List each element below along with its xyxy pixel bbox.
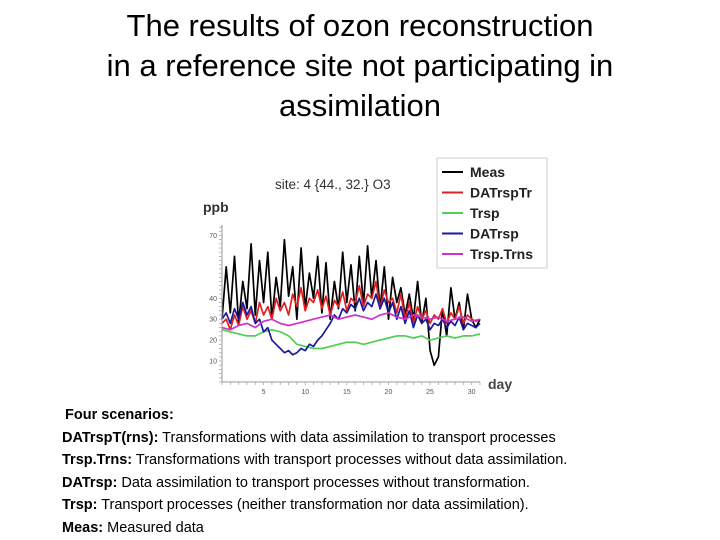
scenario-description: Four scenarios: DATrspT(rns): Transforma… (62, 404, 702, 539)
ozone-line-chart: 5 10 15 20 25 30 10 20 30 40 70 site: 4 {44., 32.}… (203, 157, 548, 396)
series-line-trsp-trns (221, 312, 481, 331)
title-line-3: assimilation (279, 88, 441, 123)
description-item: Trsp: Transport processes (neither trans… (62, 494, 702, 517)
description-term: Trsp.Trns: (62, 452, 133, 468)
description-item: DATrsp: Data assimilation to transport p… (62, 472, 702, 495)
description-text: Data assimilation to transport processes… (117, 474, 530, 491)
description-item: Meas: Measured data (62, 517, 702, 540)
series-line-datrsp (221, 293, 481, 356)
chart-title: site: 4 {44., 32.} O3 (275, 177, 391, 192)
x-tick-label: 15 (343, 389, 351, 396)
title-line-2: in a reference site not participating in (106, 48, 614, 83)
description-term: Meas: (62, 519, 104, 536)
description-term: DATrsp: (62, 474, 118, 491)
axes: 5 10 15 20 25 30 10 20 30 40 70 (209, 225, 481, 396)
x-tick-label: 10 (301, 389, 309, 396)
legend-entry-label: DATrspTr (470, 185, 533, 201)
description-text: Transformations with transport processes… (132, 452, 568, 468)
y-axis-label: ppb (203, 199, 229, 215)
legend-entry-label: Trsp.Trns (470, 246, 533, 262)
legend-entry-label: Meas (470, 164, 505, 180)
title-line-1: The results of ozon reconstruction (126, 8, 594, 43)
description-text: Transport processes (neither transformat… (97, 497, 529, 513)
y-tick-label: 10 (209, 359, 217, 366)
y-tick-label: 20 (209, 338, 217, 345)
description-heading: Four scenarios: (65, 407, 174, 423)
y-tick-label: 70 (209, 233, 217, 240)
series-line-meas (221, 238, 481, 367)
x-tick-label: 25 (426, 389, 434, 396)
description-item: Trsp.Trns: Transformations with transpor… (62, 449, 702, 472)
x-axis-label: day (488, 376, 512, 392)
slide-title: The results of ozon reconstruction in a … (40, 6, 680, 126)
description-item: DATrspT(rns): Transformations with data … (62, 427, 702, 450)
description-text: Measured data (103, 519, 204, 536)
x-tick-label: 5 (262, 389, 266, 396)
x-tick-label: 30 (468, 389, 476, 396)
legend-entry-label: DATrsp (470, 226, 519, 242)
description-term: DATrspT(rns): (62, 429, 159, 446)
y-tick-label: 40 (209, 296, 217, 303)
legend: Meas DATrspTr Trsp DATrsp Trsp.Trns (436, 157, 548, 269)
description-text: Transformations with data assimilation t… (158, 429, 556, 446)
plot-area (221, 238, 481, 367)
legend-entry-label: Trsp (470, 205, 500, 221)
x-tick-label: 20 (385, 389, 393, 396)
y-tick-label: 30 (209, 317, 217, 324)
description-term: Trsp: (62, 497, 98, 513)
